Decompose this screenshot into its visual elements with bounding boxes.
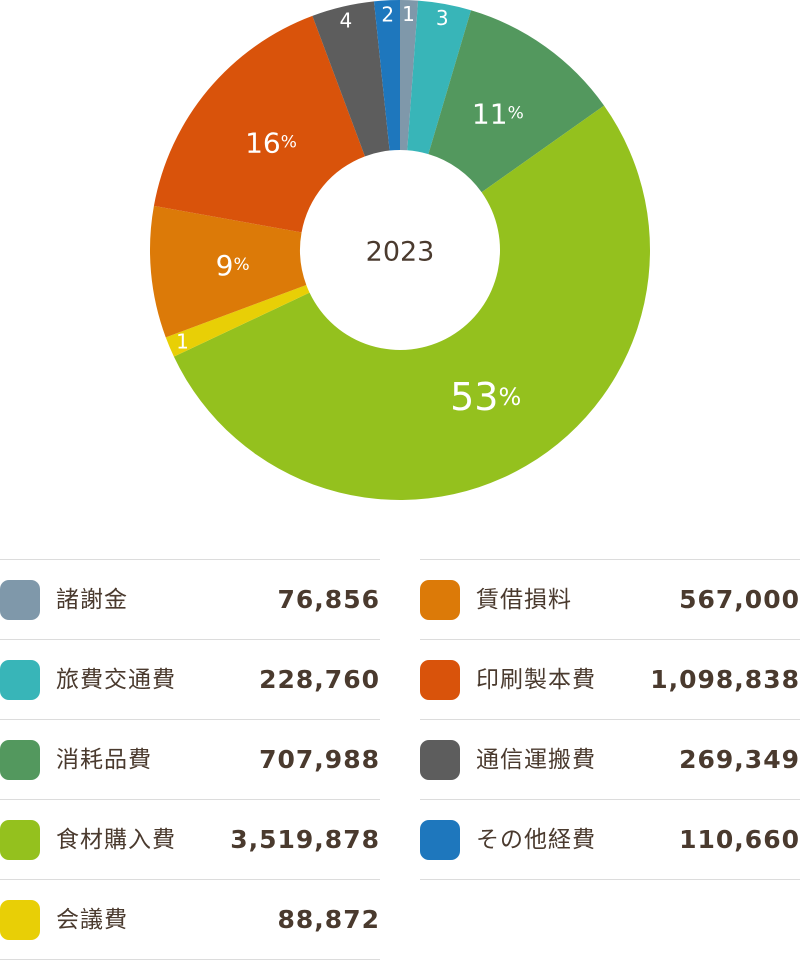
legend-swatch	[420, 740, 460, 780]
legend-category: 賃借損料	[476, 587, 572, 613]
legend-item: 消耗品費 707,988	[0, 719, 380, 799]
legend-item: 印刷製本費 1,098,838	[420, 639, 800, 719]
legend-swatch	[0, 580, 40, 620]
donut-slice	[400, 0, 419, 151]
legend-item: 会議費 88,872	[0, 879, 380, 960]
donut-slice	[153, 15, 365, 233]
legend-right-column: 賃借損料 567,000 印刷製本費 1,098,838 通信運搬費 269,3…	[420, 559, 800, 880]
legend-item: 通信運搬費 269,349	[420, 719, 800, 799]
legend-swatch	[0, 820, 40, 860]
legend-swatch	[420, 820, 460, 860]
slice-label: 3	[436, 6, 449, 30]
legend-category: 旅費交通費	[56, 667, 176, 693]
legend-category: 会議費	[56, 907, 128, 933]
donut-slice	[407, 0, 472, 155]
legend-amount: 76,856	[277, 585, 380, 614]
legend-item: 諸謝金 76,856	[0, 559, 380, 639]
donut-slice	[173, 105, 651, 501]
legend-swatch	[0, 900, 40, 940]
legend-swatch	[0, 740, 40, 780]
slice-label: 1	[402, 2, 415, 26]
legend-category: 諸謝金	[56, 587, 128, 613]
legend-amount: 567,000	[679, 585, 800, 614]
legend-category: 消耗品費	[56, 747, 152, 773]
legend-swatch	[420, 660, 460, 700]
legend-item: その他経費 110,660	[420, 799, 800, 880]
donut-slice	[373, 0, 400, 151]
legend-amount: 110,660	[679, 825, 800, 854]
slice-label: 4	[340, 8, 353, 32]
legend-item: 賃借損料 567,000	[420, 559, 800, 639]
legend-category: 通信運搬費	[476, 747, 596, 773]
legend-category: 印刷製本費	[476, 667, 596, 693]
donut-slice	[428, 10, 605, 193]
slice-label: 2	[381, 2, 394, 26]
legend-swatch	[420, 580, 460, 620]
legend-category: その他経費	[476, 827, 596, 853]
slice-label: 1	[176, 330, 189, 354]
legend-item: 食材購入費 3,519,878	[0, 799, 380, 879]
slice-label: 11%	[472, 97, 524, 130]
slice-label: 16%	[245, 126, 297, 159]
legend-amount: 1,098,838	[650, 665, 800, 694]
slice-label: 53%	[450, 375, 521, 419]
legend-amount: 707,988	[259, 745, 380, 774]
legend-swatch	[0, 660, 40, 700]
donut-slice	[312, 1, 390, 157]
donut-slice	[149, 205, 307, 338]
legend-category: 食材購入費	[56, 827, 176, 853]
center-year-label: 2023	[366, 237, 435, 268]
slice-label: 9%	[216, 249, 250, 282]
legend-left-column: 諸謝金 76,856 旅費交通費 228,760 消耗品費 707,988 食材…	[0, 559, 380, 960]
legend-amount: 88,872	[277, 905, 380, 934]
donut-slice	[165, 284, 310, 357]
legend-amount: 269,349	[679, 745, 800, 774]
legend-item: 旅費交通費 228,760	[0, 639, 380, 719]
legend-amount: 228,760	[259, 665, 380, 694]
legend-amount: 3,519,878	[230, 825, 380, 854]
